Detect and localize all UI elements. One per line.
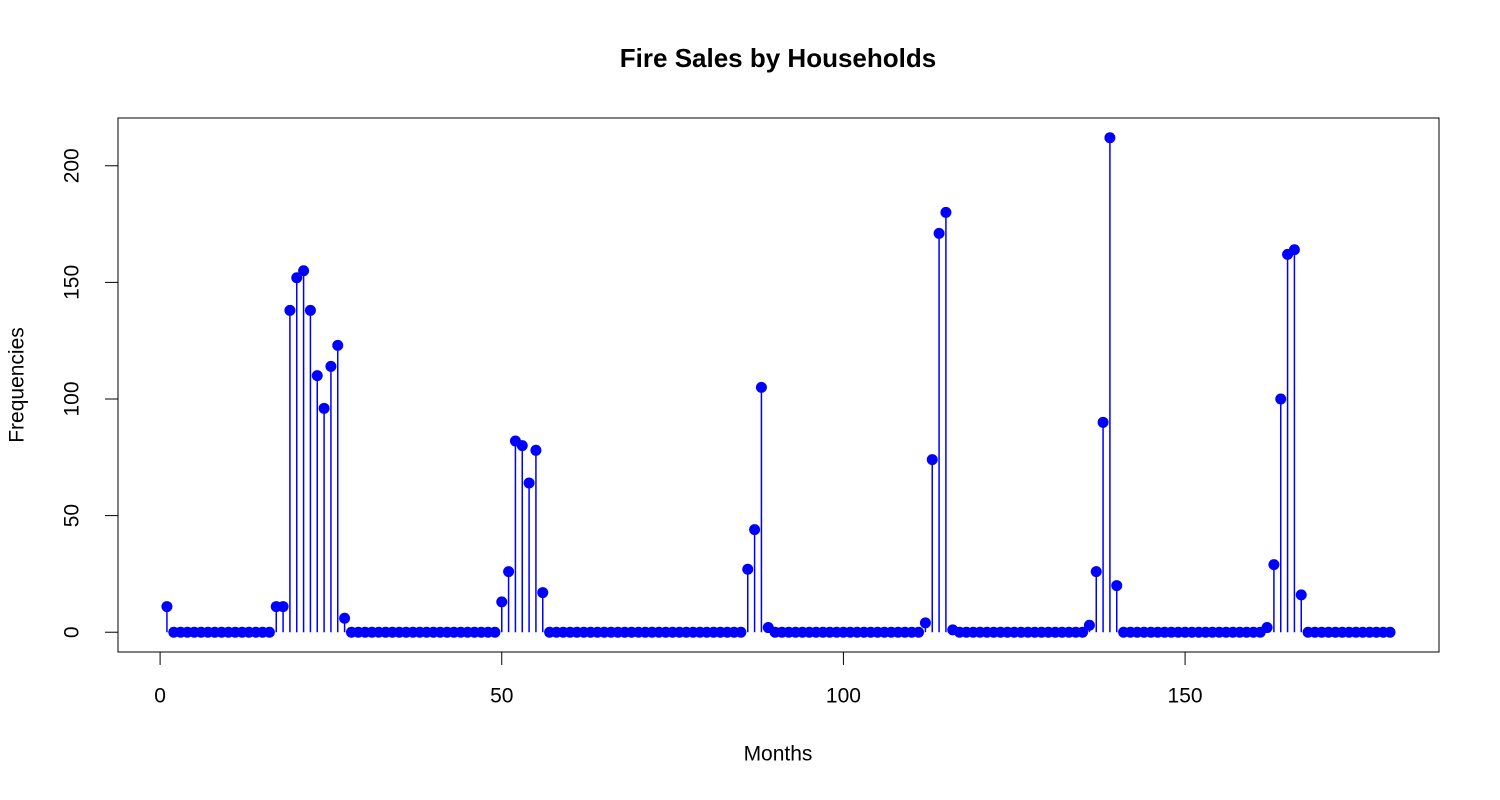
point: [1261, 622, 1273, 634]
point: [263, 626, 275, 638]
point: [919, 617, 931, 629]
point: [489, 626, 501, 638]
point: [1111, 580, 1123, 592]
y-tick-label: 200: [61, 148, 84, 183]
point: [742, 563, 754, 575]
y-tick-label: 50: [61, 504, 84, 527]
point: [537, 587, 549, 599]
y-axis-label: Frequencies: [6, 327, 29, 443]
x-axis-label: Months: [744, 743, 813, 766]
point: [298, 265, 310, 277]
point: [1268, 559, 1280, 571]
chart-title: Fire Sales by Households: [620, 43, 936, 73]
point: [1097, 416, 1109, 428]
point: [311, 370, 323, 382]
point: [933, 227, 945, 239]
point: [749, 524, 761, 536]
x-tick-label: 150: [1168, 685, 1203, 708]
point: [277, 601, 289, 613]
point: [926, 454, 938, 466]
point: [332, 339, 344, 351]
y-tick-label: 100: [61, 381, 84, 416]
point: [530, 444, 542, 456]
x-tick-label: 50: [490, 685, 513, 708]
point: [339, 612, 351, 624]
point: [755, 381, 767, 393]
point: [1295, 589, 1307, 601]
y-tick-label: 0: [61, 626, 84, 638]
point: [913, 626, 925, 638]
point: [284, 304, 296, 316]
point: [516, 440, 528, 452]
plot-frame: [117, 117, 1440, 653]
point: [1275, 393, 1287, 405]
point: [1104, 132, 1116, 144]
point: [735, 626, 747, 638]
y-tick-label: 150: [61, 265, 84, 300]
point: [1090, 566, 1102, 578]
point: [1288, 244, 1300, 256]
point: [503, 566, 515, 578]
point: [325, 360, 337, 372]
point: [161, 601, 173, 613]
point: [1083, 619, 1095, 631]
point: [291, 272, 303, 284]
point: [304, 304, 316, 316]
point: [318, 402, 330, 414]
point: [1384, 626, 1396, 638]
point: [496, 596, 508, 608]
x-tick-label: 100: [826, 685, 861, 708]
point: [940, 206, 952, 218]
point: [523, 477, 535, 489]
point: [1077, 626, 1089, 638]
x-tick-label: 0: [154, 685, 166, 708]
